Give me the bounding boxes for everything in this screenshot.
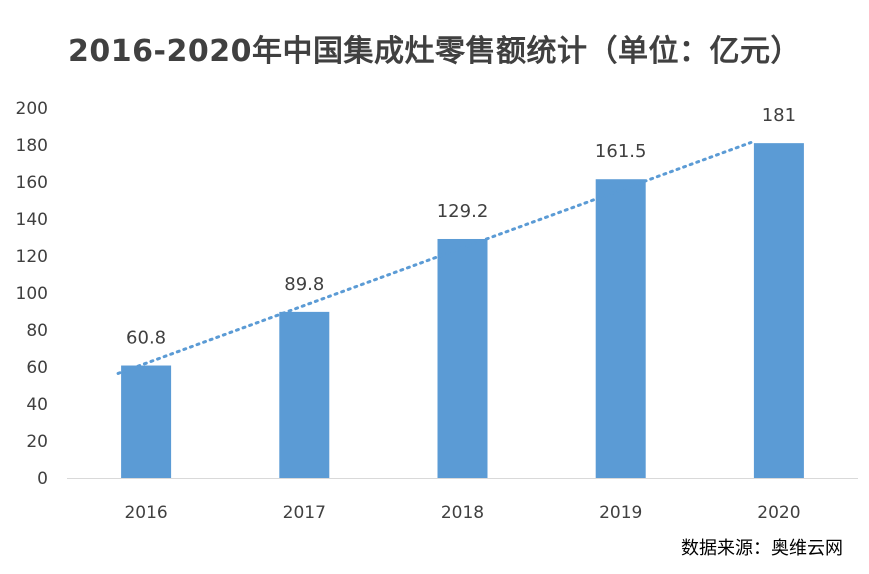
x-tick-label: 2017	[283, 503, 326, 523]
y-tick-label: 160	[16, 173, 48, 193]
y-tick-label: 100	[16, 284, 48, 304]
y-tick-label: 180	[16, 136, 48, 156]
bar	[595, 179, 646, 478]
y-tick-label: 0	[37, 469, 48, 489]
y-tick-label: 40	[26, 395, 48, 415]
chart-title: 2016-2020年中国集成灶零售额统计（单位：亿元）	[68, 34, 801, 69]
data-label: 89.8	[284, 274, 324, 295]
data-label: 181	[762, 105, 796, 126]
x-tick-label: 2016	[124, 503, 167, 523]
y-tick-label: 80	[26, 321, 48, 341]
y-tick-label: 200	[16, 99, 48, 119]
data-label: 129.2	[437, 201, 489, 222]
y-tick-label: 20	[26, 432, 48, 452]
bar	[437, 238, 488, 478]
source-note: 数据来源：奥维云网	[681, 538, 843, 559]
y-tick-label: 60	[26, 358, 48, 378]
bar	[279, 311, 330, 478]
data-label: 161.5	[595, 141, 647, 162]
y-tick-label: 140	[16, 210, 48, 230]
x-tick-label: 2020	[757, 503, 800, 523]
y-tick-label: 120	[16, 247, 48, 267]
trendline	[116, 140, 753, 375]
data-label: 60.8	[126, 328, 166, 349]
x-tick-label: 2018	[441, 503, 484, 523]
x-tick-label: 2019	[599, 503, 642, 523]
bar	[121, 365, 172, 478]
bar	[753, 143, 804, 478]
